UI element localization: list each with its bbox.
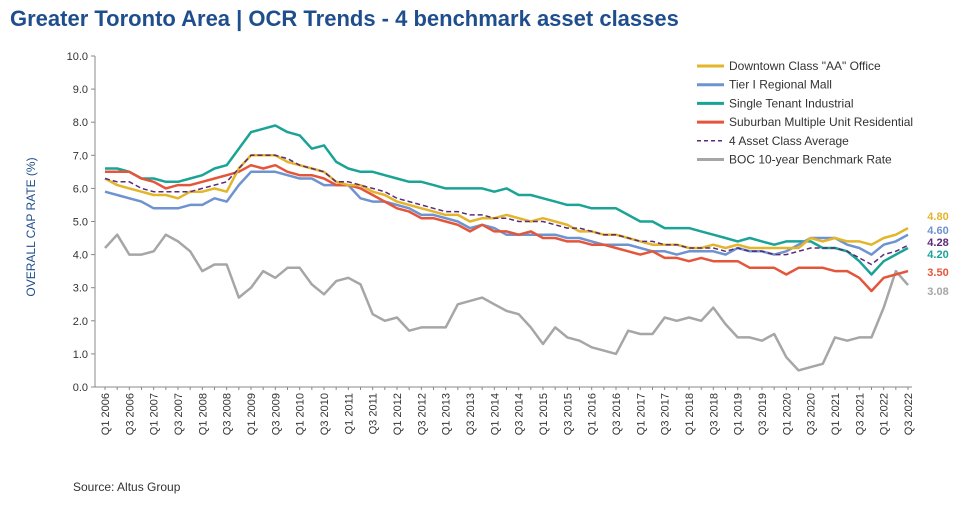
x-tick-label: Q3 2009 [270, 393, 282, 435]
x-tick-label: Q1 2019 [733, 393, 745, 435]
x-tick-label: Q1 2020 [781, 393, 793, 435]
legend-label-5: BOC 10-year Benchmark Rate [729, 153, 892, 167]
x-tick-label: Q1 2022 [879, 393, 891, 435]
legend: Downtown Class "AA" Office Tier I Regiona… [697, 59, 913, 167]
legend-label-3: Suburban Multiple Unit Residential [729, 115, 913, 129]
x-tick-label: Q1 2010 [295, 393, 307, 435]
legend-label-0: Downtown Class "AA" Office [729, 59, 881, 73]
source-note: Source: Altus Group [73, 480, 181, 494]
x-tick-label: Q1 2008 [197, 393, 209, 435]
end-label-1: 4.60 [927, 225, 948, 237]
x-tick-label: Q3 2014 [514, 393, 526, 435]
x-tick-label: Q3 2021 [854, 393, 866, 435]
x-tick-label: Q1 2018 [684, 393, 696, 435]
y-tick-label: 2.0 [73, 316, 88, 328]
x-tick-label: Q1 2014 [489, 393, 501, 435]
x-tick-label: Q3 2006 [124, 393, 136, 435]
x-tick-label: Q1 2016 [587, 393, 599, 435]
x-tick-label: Q3 2008 [222, 393, 234, 435]
x-tick-label: Q1 2007 [149, 393, 161, 435]
end-labels: 4.80 4.60 4.20 3.50 4.28 3.08 [927, 211, 948, 298]
x-tick-label: Q3 2018 [708, 393, 720, 435]
series-line-3 [105, 163, 909, 293]
y-tick-label: 8.0 [73, 117, 88, 129]
x-tick-label: Q3 2015 [562, 393, 574, 435]
series-line-2 [105, 124, 909, 276]
y-tick-label: 0.0 [73, 382, 88, 394]
x-tick-label: Q3 2012 [416, 393, 428, 435]
x-tick-label: Q3 2011 [368, 393, 380, 434]
x-tick-label: Q1 2009 [246, 393, 258, 435]
end-label-0: 4.80 [927, 211, 948, 223]
y-tick-label: 4.0 [73, 250, 88, 262]
x-tick-label: Q1 2021 [830, 393, 842, 435]
y-tick-label: 10.0 [67, 51, 88, 63]
x-tick-label: Q3 2019 [757, 393, 769, 435]
x-tick-label: Q3 2013 [465, 393, 477, 435]
series-line-5 [104, 233, 909, 372]
x-tick-label: Q1 2015 [538, 393, 550, 435]
y-axis-label: OVERALL CAP RATE (%) [24, 157, 38, 296]
y-tick-label: 3.0 [73, 283, 88, 295]
legend-label-2: Single Tenant Industrial [729, 96, 854, 110]
x-tick-label: Q1 2012 [392, 393, 404, 435]
x-tick-label: Q1 2017 [635, 393, 647, 435]
x-tick-label: Q3 2017 [660, 393, 672, 435]
y-tick-label: 1.0 [73, 349, 88, 361]
x-tick-label: Q3 2022 [903, 393, 915, 435]
end-label-3: 3.50 [927, 267, 948, 279]
y-tick-label: 6.0 [73, 183, 88, 195]
x-tick-label: Q1 2006 [100, 393, 112, 435]
series-line-0 [104, 154, 909, 250]
x-tick-label: Q1 2013 [441, 393, 453, 435]
x-tick-label: Q3 2020 [806, 393, 818, 435]
x-tick-label: Q3 2016 [611, 393, 623, 435]
end-label-2: 4.20 [927, 249, 948, 261]
end-label-4: 4.28 [927, 237, 948, 249]
y-tick-label: 5.0 [73, 217, 88, 229]
x-tick-label: Q3 2007 [173, 393, 185, 435]
axes: 0.0 1.0 2.0 3.0 4.0 5.0 6.0 7.0 8.0 9.0 10.0 Q1 200… [67, 51, 915, 435]
y-tick-label: 7.0 [73, 150, 88, 162]
x-tick-label: Q1 2011 [343, 393, 355, 434]
legend-label-4: 4 Asset Class Average [729, 134, 849, 148]
series-group [104, 124, 909, 372]
series-line-1 [104, 170, 909, 256]
end-label-5: 3.08 [927, 286, 948, 298]
chart-title: Greater Toronto Area | OCR Trends - 4 be… [10, 6, 679, 31]
legend-label-1: Tier I Regional Mall [729, 78, 832, 92]
x-tick-label: Q3 2010 [319, 393, 331, 435]
y-tick-label: 9.0 [73, 84, 88, 96]
